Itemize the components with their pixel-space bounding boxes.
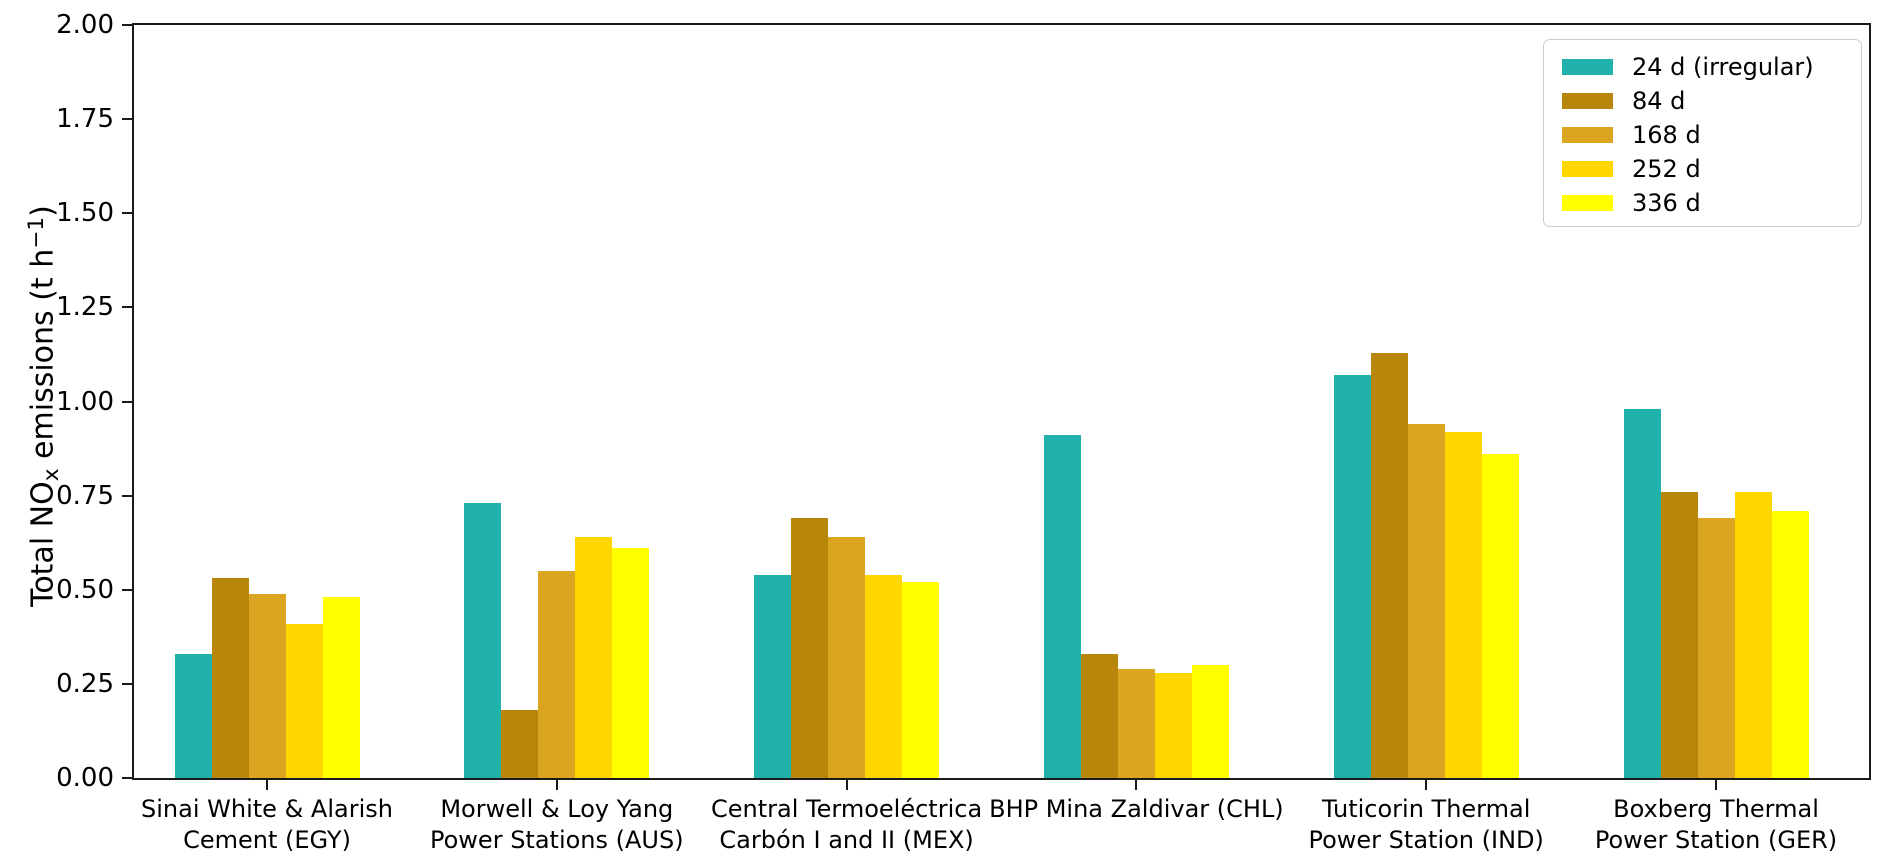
x-tick-label-line: Sinai White & Alarish [141,795,393,823]
legend-swatch [1562,59,1613,75]
bar-336-d [1771,510,1809,778]
bar-168-d [538,570,576,778]
bar-84-d [1660,491,1698,778]
y-tick-label: 0.00 [56,763,114,793]
y-tick-mark [122,588,132,591]
bar-252-d [1154,672,1192,778]
legend-swatch [1562,195,1613,211]
y-axis-label-mid: emissions (t h [25,248,61,469]
x-tick-label-line: Morwell & Loy Yang [440,795,674,823]
bar-84-d [791,518,829,778]
bar-24-d-(irregular) [1043,435,1081,778]
y-tick-mark [122,494,132,497]
x-tick-mark [1425,780,1428,790]
bar-24-d-(irregular) [464,503,502,778]
bar-24-d-(irregular) [1333,375,1371,778]
y-tick-mark [122,400,132,403]
y-tick-mark [122,682,132,685]
bar-168-d [1117,668,1155,778]
legend-item: 336 d [1562,186,1861,220]
bar-336-d [902,582,940,778]
bar-84-d [1370,352,1408,778]
y-tick-label: 1.00 [56,386,114,417]
y-tick-label: 0.50 [56,574,114,605]
bar-336-d [322,597,360,778]
bar-168-d [1697,518,1735,778]
y-tick-label: 1.50 [56,198,114,229]
x-tick-label: Central Termoeléctrica Carbón I and II (M… [667,794,1027,856]
legend-label: 252 d [1632,155,1701,183]
legend-label: 168 d [1632,121,1701,149]
x-tick-label: BHP Mina Zaldivar (CHL) [956,794,1316,825]
legend-item: 168 d [1562,118,1861,152]
legend-swatch [1562,161,1613,177]
x-tick-label: Tuticorin Thermal Power Station (IND) [1246,794,1606,856]
bar-84-d [211,578,249,778]
bar-336-d [1481,454,1519,778]
x-tick-mark [555,780,558,790]
x-tick-mark [1715,780,1717,790]
x-tick-mark [1135,780,1138,790]
legend-item: 84 d [1562,84,1861,118]
x-tick-label: Boxberg Thermal Power Station (GER) [1536,794,1892,856]
y-tick-label: 0.75 [56,480,114,511]
bar-84-d [501,710,539,778]
y-tick-mark [122,118,132,121]
y-tick-label: 1.25 [56,292,114,323]
x-tick-label-line: Power Station (GER) [1594,826,1838,854]
bar-252-d [575,537,613,778]
legend-label: 24 d (irregular) [1632,53,1814,81]
x-tick-label-line: Central Termoeléctrica [711,795,983,823]
y-tick-label: 2.00 [56,10,114,40]
x-tick-label-line: Cement (EGY) [183,826,351,854]
legend: 24 d (irregular) 84 d 168 d 252 d 336 d [1543,39,1862,227]
y-tick-mark [122,212,132,215]
bar-168-d [248,593,286,778]
y-tick-mark [122,306,132,309]
bar-336-d [612,548,650,778]
x-tick-label: Sinai White & Alarish Cement (EGY) [87,794,447,856]
bar-24-d-(irregular) [174,653,212,778]
bar-168-d [828,537,866,778]
bar-252-d [865,574,903,778]
x-tick-label-line: Tuticorin Thermal [1321,795,1531,823]
bar-24-d-(irregular) [1623,409,1661,778]
x-tick-label-line: Power Stations (AUS) [430,826,684,854]
y-tick-label: 0.25 [56,668,114,699]
bar-24-d-(irregular) [754,574,792,778]
y-tick-mark [122,24,132,26]
legend-label: 336 d [1632,189,1701,217]
bar-252-d [1734,491,1772,778]
legend-label: 84 d [1632,87,1686,115]
x-tick-label-line: Boxberg Thermal [1613,795,1819,823]
x-tick-label-line: Power Station (IND) [1308,826,1544,854]
legend-item: 24 d (irregular) [1562,50,1861,84]
bar-168-d [1407,424,1445,778]
x-tick-mark [845,780,848,790]
x-tick-label-line: Carbón I and II (MEX) [719,826,974,854]
bar-252-d [285,623,323,778]
y-tick-mark [122,777,132,779]
bar-252-d [1444,431,1482,778]
bar-84-d [1080,653,1118,778]
y-tick-label: 1.75 [56,104,114,135]
x-tick-mark [266,780,268,790]
bar-336-d [1191,665,1229,778]
x-tick-label: Morwell & Loy Yang Power Stations (AUS) [377,794,737,856]
legend-item: 252 d [1562,152,1861,186]
legend-swatch [1562,127,1613,143]
x-tick-label-line: BHP Mina Zaldivar (CHL) [989,795,1284,823]
y-axis-label-subscript: x [39,468,65,482]
legend-swatch [1562,93,1613,109]
